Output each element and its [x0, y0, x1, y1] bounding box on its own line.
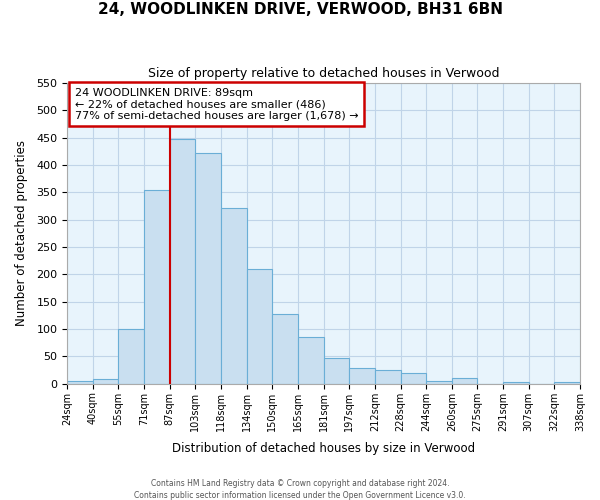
Title: Size of property relative to detached houses in Verwood: Size of property relative to detached ho…: [148, 68, 499, 80]
Bar: [375, 370, 401, 384]
Bar: [452, 378, 478, 384]
Bar: [401, 374, 426, 384]
Bar: [554, 382, 580, 384]
Y-axis label: Number of detached properties: Number of detached properties: [15, 140, 28, 326]
Bar: [196, 153, 221, 384]
Bar: [170, 140, 196, 384]
Bar: [247, 270, 272, 384]
Bar: [118, 328, 144, 384]
Bar: [349, 368, 375, 384]
Text: 24 WOODLINKEN DRIVE: 89sqm
← 22% of detached houses are smaller (486)
77% of sem: 24 WOODLINKEN DRIVE: 89sqm ← 22% of deta…: [75, 88, 358, 121]
Bar: [272, 314, 298, 384]
X-axis label: Distribution of detached houses by size in Verwood: Distribution of detached houses by size …: [172, 442, 475, 455]
Bar: [67, 381, 93, 384]
Bar: [426, 381, 452, 384]
Text: 24, WOODLINKEN DRIVE, VERWOOD, BH31 6BN: 24, WOODLINKEN DRIVE, VERWOOD, BH31 6BN: [97, 2, 503, 18]
Text: Contains HM Land Registry data © Crown copyright and database right 2024.
Contai: Contains HM Land Registry data © Crown c…: [134, 478, 466, 500]
Bar: [298, 338, 323, 384]
Bar: [503, 382, 529, 384]
Bar: [323, 358, 349, 384]
Bar: [221, 208, 247, 384]
Bar: [93, 380, 118, 384]
Bar: [144, 190, 170, 384]
